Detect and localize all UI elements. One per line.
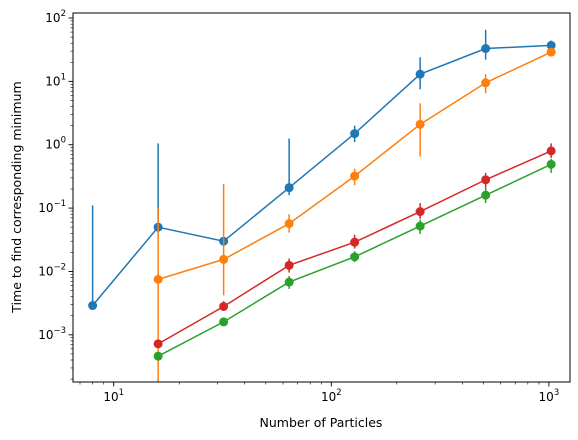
data-point xyxy=(284,219,294,229)
x-tick-label: 102 xyxy=(321,388,342,404)
data-point xyxy=(153,339,163,349)
data-point xyxy=(481,44,491,54)
y-axis-label: Time to find corresponding minimum xyxy=(9,81,24,313)
data-point xyxy=(350,129,360,139)
series-3 xyxy=(153,158,556,361)
data-point xyxy=(153,274,163,284)
data-point xyxy=(415,207,425,217)
plot-background xyxy=(73,13,570,382)
data-point xyxy=(219,254,229,264)
plot-area xyxy=(72,12,571,383)
x-tick-label: 103 xyxy=(539,388,560,404)
x-tick-label: 101 xyxy=(103,388,124,404)
data-point xyxy=(546,159,556,169)
y-tick-label: 10−1 xyxy=(38,199,66,215)
series-4 xyxy=(153,143,556,349)
data-point xyxy=(219,317,229,327)
data-point xyxy=(481,78,491,88)
marks-layer xyxy=(88,29,556,382)
data-point xyxy=(153,351,163,361)
y-tick-label: 100 xyxy=(45,136,66,152)
data-point xyxy=(350,237,360,247)
data-point xyxy=(546,40,556,50)
x-axis-label: Number of Particles xyxy=(260,415,383,430)
data-point xyxy=(415,119,425,129)
data-point xyxy=(415,221,425,231)
data-point xyxy=(546,146,556,156)
y-tick-label: 10−2 xyxy=(38,262,66,278)
data-point xyxy=(415,69,425,79)
data-point xyxy=(481,175,491,185)
y-tick-label: 101 xyxy=(45,72,66,88)
data-point xyxy=(350,252,360,262)
y-tick-label: 102 xyxy=(45,9,66,25)
series-2 xyxy=(153,47,556,382)
ticks-layer: 101 102 103 10−3 10−2 10−1 100 101 102 xyxy=(38,9,559,404)
series-line xyxy=(92,44,552,307)
data-point xyxy=(350,171,360,181)
y-tick-label: 10−3 xyxy=(38,326,66,342)
data-point xyxy=(481,190,491,200)
data-point xyxy=(546,47,556,57)
data-point xyxy=(284,277,294,287)
data-point xyxy=(284,260,294,270)
data-point xyxy=(284,183,294,193)
data-point xyxy=(219,301,229,311)
data-point xyxy=(88,301,98,311)
